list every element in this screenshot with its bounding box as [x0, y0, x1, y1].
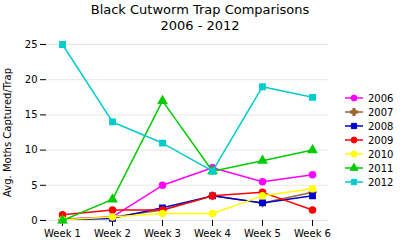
svg-text:25: 25	[25, 39, 38, 50]
svg-text:15: 15	[25, 109, 38, 120]
svg-text:Week 1: Week 1	[44, 228, 81, 239]
svg-text:Week 3: Week 3	[144, 228, 181, 239]
svg-text:0: 0	[31, 215, 37, 226]
svg-text:Week 2: Week 2	[94, 228, 131, 239]
svg-text:Avg. Moths Captured/Trap: Avg. Moths Captured/Trap	[2, 68, 13, 197]
html-text:2010: 2010	[368, 148, 394, 160]
svg-text:10: 10	[25, 144, 38, 155]
svg-text:5: 5	[31, 180, 37, 191]
svg-text:20: 20	[25, 74, 38, 85]
html-text:2007: 2007	[368, 106, 394, 118]
html-text:2011: 2011	[368, 162, 394, 174]
svg-text:Week 5: Week 5	[244, 228, 281, 239]
svg-text:Week 6: Week 6	[294, 228, 331, 239]
svg-text:Week 4: Week 4	[194, 228, 231, 239]
html-text:2008: 2008	[368, 120, 394, 132]
html-text:2009: 2009	[368, 134, 394, 146]
html-text:Black Cutworm Trap Comparisons: Black Cutworm Trap Comparisons 2006 - 20…	[90, 2, 310, 33]
html-text:2012: 2012	[368, 176, 394, 188]
html-text:2006: 2006	[368, 92, 394, 104]
